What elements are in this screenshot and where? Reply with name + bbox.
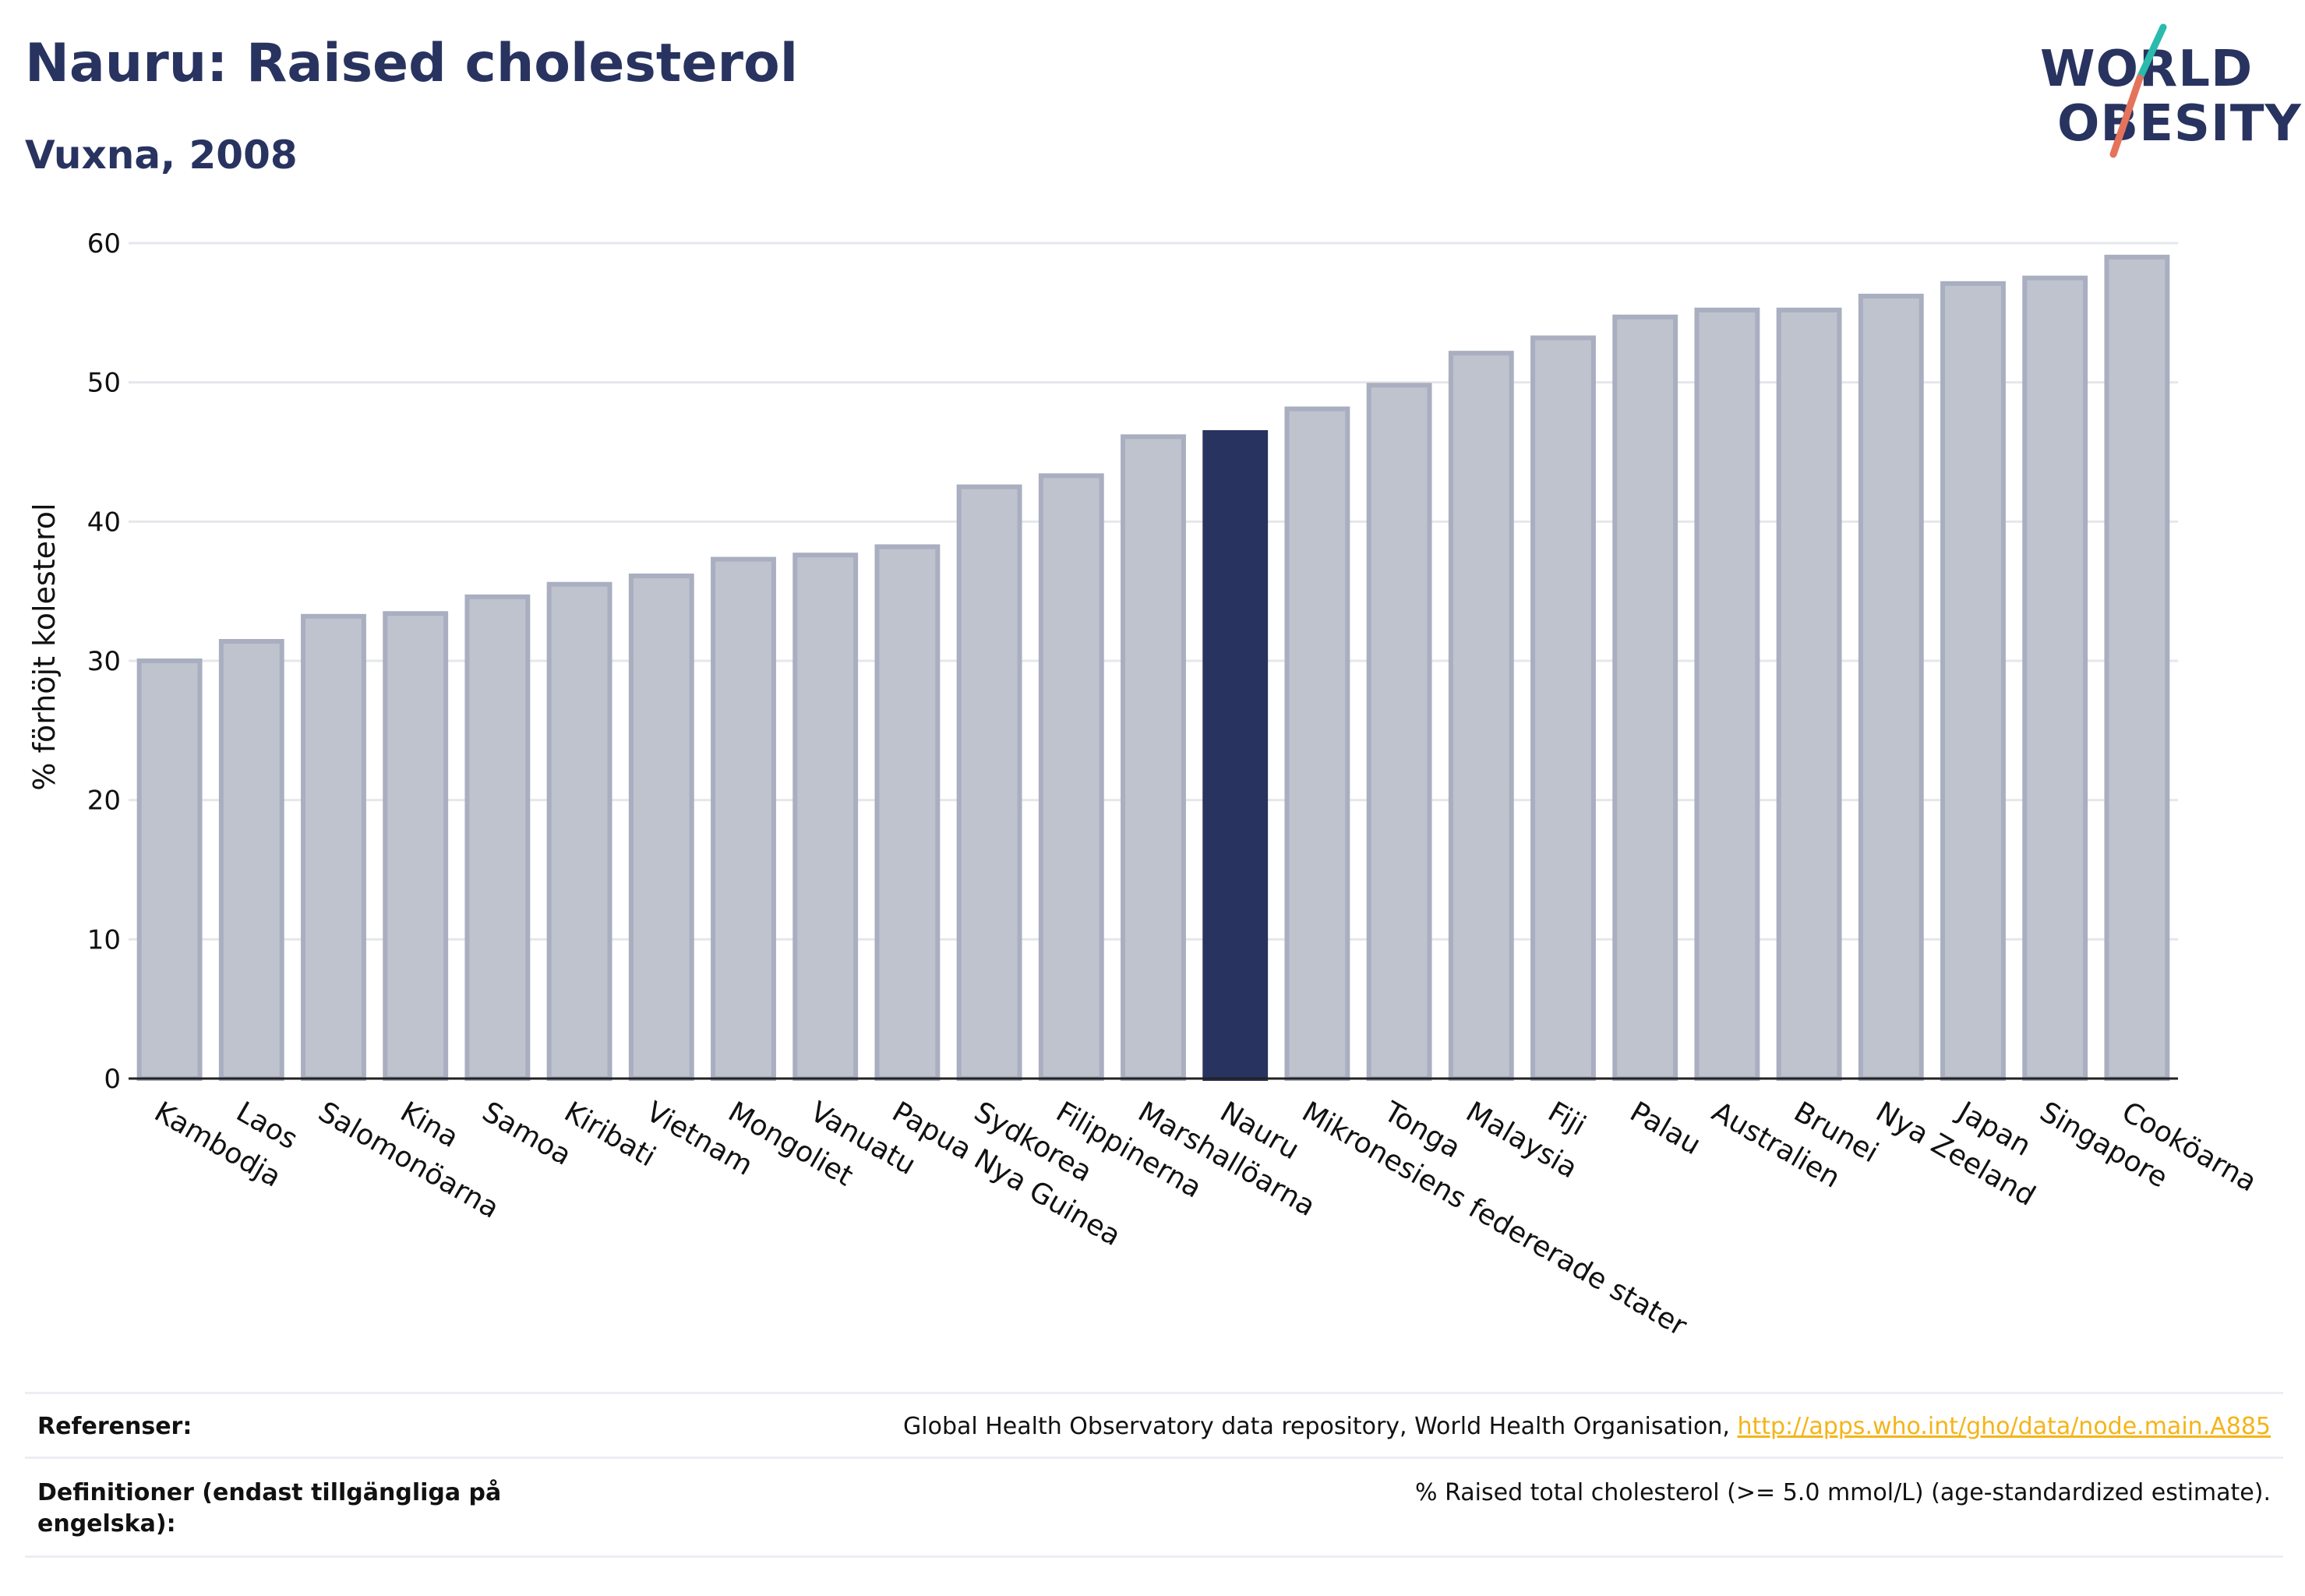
references-value: Global Health Observatory data repositor…: [903, 1411, 2271, 1442]
bar-kiribati: [546, 581, 612, 1081]
references-label: Referenser:: [37, 1413, 192, 1440]
logo-line-2: OBESITY: [2057, 95, 2302, 153]
bar-samoa: [464, 594, 531, 1081]
bar-vietnam: [628, 574, 694, 1081]
x-tick-label: Fiji: [1543, 1096, 1591, 1142]
page-title: Nauru: Raised cholesterol: [25, 33, 799, 94]
bar-mikronesiens-federerade-stater: [1284, 406, 1350, 1081]
y-tick-label: 10: [87, 924, 121, 955]
y-tick-label: 40: [87, 507, 121, 538]
logo-slash-icon: [2109, 23, 2167, 158]
bar-cook-arna: [2104, 254, 2170, 1081]
references-link[interactable]: http://apps.who.int/gho/data/node.main.A…: [1737, 1413, 2271, 1440]
bar-filippinerna: [1038, 473, 1104, 1081]
y-axis-label: % förhöjt kolesterol: [27, 503, 62, 790]
y-tick-label: 50: [87, 368, 121, 399]
y-tick-label: 30: [87, 646, 121, 677]
page-subtitle: Vuxna, 2008: [25, 132, 298, 178]
bar-nauru: [1202, 429, 1269, 1081]
world-obesity-logo: WORLD OBESITY: [2026, 23, 2301, 164]
bar-mongoliet: [711, 556, 776, 1081]
x-tick-label: Samoa: [477, 1096, 577, 1172]
bar-japan: [1940, 281, 2006, 1081]
bar-malaysia: [1448, 351, 1514, 1081]
x-tick-label: Kiribati: [559, 1096, 661, 1173]
definitions-row: Definitioner (endast tillgängliga på eng…: [25, 1457, 2283, 1558]
references-row: Referenser: Global Health Observatory da…: [25, 1392, 2283, 1459]
bar-tonga: [1366, 383, 1432, 1081]
bar-vanuatu: [792, 553, 859, 1081]
definitions-label: Definitioner (endast tillgängliga på eng…: [37, 1478, 501, 1540]
bar-brunei: [1776, 307, 1842, 1081]
bars: [136, 254, 2170, 1082]
y-tick-label: 60: [87, 228, 121, 260]
definitions-label-line-1: Definitioner (endast tillgängliga på: [37, 1479, 502, 1506]
bar-nya-zeeland: [1858, 293, 1924, 1082]
y-tick-label: 20: [87, 786, 121, 817]
bar-laos: [218, 638, 284, 1081]
references-text: Global Health Observatory data repositor…: [903, 1413, 1738, 1440]
bar-singapore: [2022, 275, 2088, 1082]
bar-marshall-arna: [1121, 434, 1186, 1081]
bar-fiji: [1530, 335, 1596, 1081]
bar-salomon-arna: [301, 613, 366, 1081]
bar-kambodja: [136, 659, 203, 1081]
definitions-value: % Raised total cholesterol (>= 5.0 mmol/…: [1415, 1479, 2271, 1506]
bar-palau: [1612, 314, 1678, 1081]
x-tick-label: Palau: [1625, 1096, 1707, 1161]
definitions-label-line-2: engelska):: [37, 1510, 176, 1538]
bar-australien: [1694, 307, 1760, 1081]
bar-kina: [383, 611, 449, 1081]
bar-papua-nya-guinea: [874, 544, 941, 1081]
bar-sydkorea: [956, 484, 1022, 1081]
y-tick-label: 0: [104, 1064, 121, 1095]
